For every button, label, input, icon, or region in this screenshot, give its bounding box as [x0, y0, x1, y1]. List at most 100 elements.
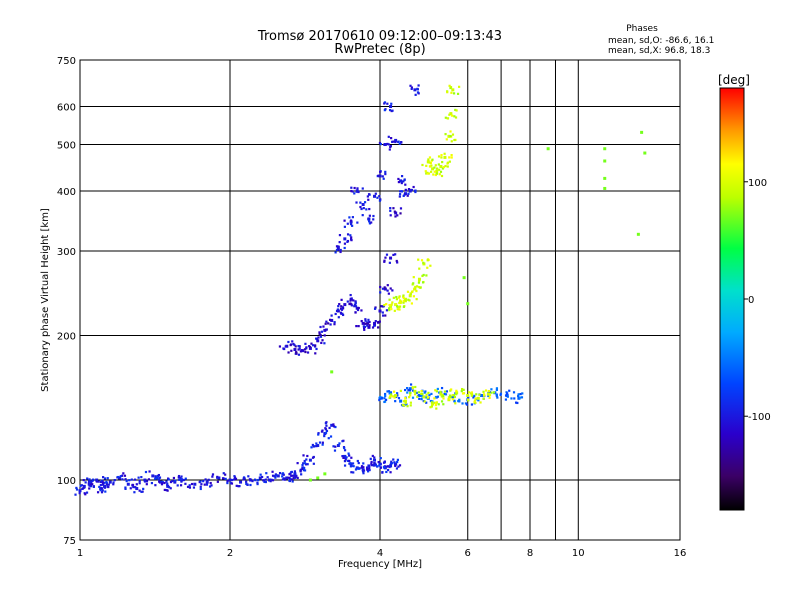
echo-point — [495, 393, 498, 396]
echo-point — [383, 392, 387, 396]
data-point — [293, 472, 297, 476]
echo-point — [318, 332, 321, 335]
data-point — [173, 480, 177, 484]
data-point — [447, 134, 451, 138]
echo-point — [417, 281, 421, 284]
echo-point — [460, 387, 464, 391]
echo-point — [382, 314, 385, 317]
echo-point — [373, 456, 376, 459]
echo-point — [278, 345, 282, 348]
echo-point — [399, 207, 403, 210]
echo-point — [388, 303, 391, 307]
echo-point — [180, 478, 183, 481]
echo-point — [373, 324, 376, 327]
echo-point — [415, 285, 419, 288]
echo-point — [226, 480, 229, 483]
echo-point — [405, 387, 409, 390]
echo-point — [333, 449, 337, 452]
echo-point — [371, 326, 375, 329]
data-point — [399, 399, 403, 403]
echo-point — [384, 394, 387, 398]
echo-point — [292, 477, 295, 480]
echo-point — [378, 199, 382, 202]
echo-point — [205, 483, 209, 486]
echo-point — [323, 342, 326, 345]
echo-point — [461, 402, 464, 405]
echo-point — [383, 303, 386, 307]
echo-point — [350, 236, 353, 239]
data-point — [95, 478, 99, 482]
echo-point — [357, 461, 360, 465]
echo-point — [495, 387, 499, 390]
data-point — [636, 232, 640, 236]
data-point — [78, 489, 82, 493]
echo-point — [158, 480, 161, 483]
echo-point — [392, 390, 396, 393]
echo-point — [324, 322, 327, 325]
echo-point — [180, 480, 183, 483]
echo-point — [421, 274, 424, 278]
echo-point — [299, 470, 302, 473]
echo-point — [519, 392, 522, 396]
echo-point — [411, 386, 414, 390]
echo-point — [390, 393, 393, 396]
echo-point — [381, 175, 384, 178]
echo-point — [353, 303, 357, 306]
echo-point — [394, 394, 397, 398]
echo-point — [349, 299, 352, 302]
data-point — [166, 484, 170, 488]
echo-point — [85, 491, 89, 494]
echo-point — [107, 485, 110, 489]
echo-point — [312, 462, 315, 465]
echo-point — [395, 303, 398, 306]
echo-point — [133, 491, 136, 494]
data-point — [343, 454, 347, 458]
echo-point — [389, 207, 392, 210]
echo-point — [145, 483, 148, 486]
echo-point — [310, 342, 313, 345]
echo-point — [409, 404, 412, 407]
echo-point — [387, 143, 390, 146]
echo-point — [160, 480, 163, 483]
echo-point — [443, 152, 446, 155]
echo-point — [434, 403, 438, 407]
echo-point — [400, 175, 404, 178]
colorbar-tick-label: 100 — [748, 178, 767, 189]
echo-point — [412, 295, 416, 298]
echo-point — [392, 296, 395, 299]
echo-point — [368, 467, 371, 470]
echo-point — [487, 389, 490, 393]
echo-point — [393, 396, 396, 399]
echo-point — [402, 294, 405, 297]
echo-point — [429, 165, 432, 168]
echo-point — [378, 398, 381, 402]
echo-point — [416, 91, 420, 94]
echo-point — [408, 389, 412, 392]
echo-point — [441, 160, 444, 164]
echo-point — [383, 400, 386, 404]
echo-point — [367, 318, 370, 321]
echo-point — [230, 482, 234, 485]
echo-point — [422, 261, 425, 264]
echo-point — [411, 283, 414, 286]
data-point — [193, 482, 197, 486]
echo-point — [88, 487, 91, 490]
data-point — [158, 480, 162, 484]
data-point — [267, 478, 271, 482]
echo-point — [102, 476, 105, 479]
echo-point — [322, 325, 325, 328]
echo-point — [316, 337, 319, 340]
data-point — [108, 480, 112, 484]
echo-point — [439, 390, 442, 393]
echo-point — [297, 353, 301, 356]
echo-point — [230, 478, 234, 482]
echo-point — [383, 397, 386, 400]
echo-point — [300, 349, 303, 352]
echo-point — [232, 478, 236, 481]
echo-point — [450, 153, 453, 157]
echo-point — [335, 248, 339, 252]
echo-point — [199, 487, 202, 491]
echo-point — [329, 435, 333, 438]
echo-point — [431, 158, 434, 161]
echo-point — [317, 433, 320, 436]
